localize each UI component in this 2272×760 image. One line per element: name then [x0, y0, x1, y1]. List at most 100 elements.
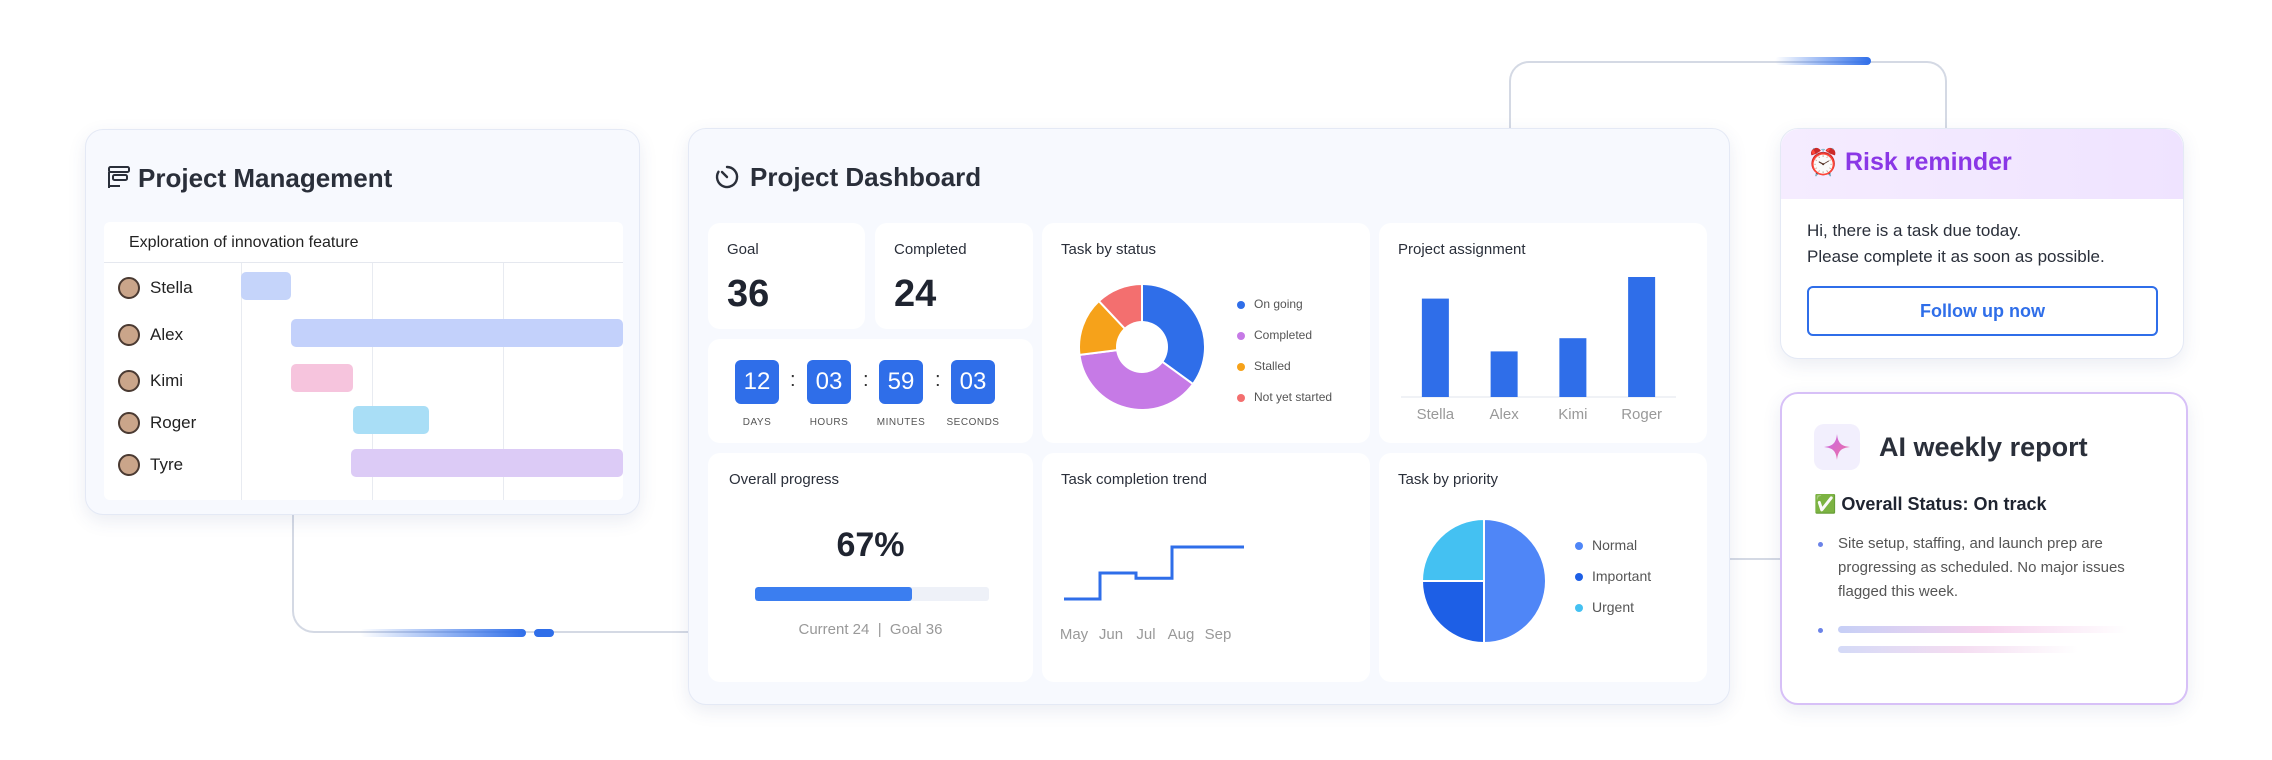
risk-reminder-header — [1781, 129, 2183, 199]
legend-dot — [1575, 604, 1583, 613]
bar — [1559, 338, 1587, 397]
goal-label: Goal — [727, 241, 759, 258]
countdown-separator: : — [863, 369, 869, 391]
legend-label: Completed — [1254, 328, 1313, 342]
project-assignment-tile: Project assignment Stella Alex Kimi Roger — [1379, 223, 1707, 443]
tile-label: Task by status — [1061, 241, 1157, 258]
gantt-row-name: Roger — [150, 413, 197, 432]
legend-item: On going — [1237, 297, 1303, 311]
x-tick-label: Aug — [1168, 626, 1195, 643]
x-tick-label: Stella — [1417, 406, 1455, 423]
ai-weekly-report-card: AI weekly report ✅ Overall Status: On tr… — [1780, 392, 2188, 705]
tile-label: Project assignment — [1398, 241, 1526, 258]
pie-slice — [1483, 518, 1547, 644]
progress-caption: Current 24 | Goal 36 — [798, 621, 943, 638]
risk-reminder-title: Risk reminder — [1845, 148, 2012, 176]
task-by-priority-chart — [1421, 518, 1547, 644]
x-tick-label: Roger — [1621, 406, 1662, 423]
overall-progress-tile: Overall progress 67% Current 24 | Goal 3… — [708, 453, 1033, 682]
legend-label: Urgent — [1592, 599, 1635, 615]
card-title: Project Management — [138, 163, 393, 193]
pie-slice — [1141, 283, 1206, 386]
legend-dot — [1237, 331, 1245, 340]
connector-line-top — [1509, 61, 1947, 128]
legend-label: On going — [1254, 297, 1303, 311]
countdown-separator: : — [790, 369, 796, 391]
legend-label: Normal — [1592, 537, 1638, 553]
progress-track — [755, 587, 989, 601]
avatar — [118, 370, 140, 392]
connector-glow-dot — [534, 629, 554, 637]
legend-label: Stalled — [1254, 359, 1291, 373]
legend-dot — [1575, 542, 1583, 551]
goal-tile: Goal 36 — [708, 223, 865, 329]
connector-glow — [360, 629, 526, 637]
connector-line — [292, 515, 688, 633]
gantt-row-name: Tyre — [150, 455, 184, 474]
bar — [1421, 298, 1449, 397]
ai-report-title: AI weekly report — [1879, 432, 2088, 462]
risk-reminder-line: Hi, there is a task due today. — [1807, 221, 2022, 240]
task-by-status-chart — [1078, 283, 1206, 411]
project-dashboard-card: Project Dashboard Goal 36 Completed 24 1… — [688, 128, 1730, 705]
gantt-header: Exploration of innovation feature — [129, 234, 359, 251]
x-tick-label: Kimi — [1558, 406, 1587, 423]
gantt-bar[interactable] — [351, 449, 623, 477]
legend-dot — [1237, 362, 1245, 371]
task-completion-trend-tile: Task completion trend May Jun Jul Aug Sep — [1042, 453, 1370, 682]
avatar — [118, 324, 140, 346]
countdown-label: DAYS — [742, 417, 772, 428]
gantt-bar[interactable] — [353, 406, 429, 434]
tile-label: Overall progress — [729, 471, 840, 488]
avatar — [118, 454, 140, 476]
gantt-bar[interactable] — [291, 319, 623, 347]
avatar — [118, 277, 140, 299]
completed-label: Completed — [894, 241, 967, 258]
countdown-label: MINUTES — [876, 417, 926, 428]
countdown-tile: 12 DAYS : 03 HOURS : 59 MINUTES : 03 SEC… — [708, 339, 1033, 443]
progress-fill — [755, 587, 912, 601]
gantt-row-name: Alex — [150, 325, 184, 344]
x-tick-label: Alex — [1490, 406, 1520, 423]
legend-item: Stalled — [1237, 359, 1291, 373]
legend-item: Important — [1575, 568, 1651, 584]
sparkle-icon — [1814, 424, 1860, 470]
connector-glow-top — [1775, 57, 1871, 65]
placeholder-line — [1838, 646, 2078, 653]
follow-up-button[interactable]: Follow up now — [1807, 286, 2158, 336]
trend-line — [1064, 545, 1244, 601]
card-title: Project Dashboard — [750, 162, 982, 192]
placeholder-line — [1838, 626, 2128, 633]
x-tick-label: May — [1060, 626, 1089, 643]
completed-value: 24 — [894, 273, 937, 315]
avatar — [118, 412, 140, 434]
gantt-bar[interactable] — [241, 272, 291, 300]
legend-item: Completed — [1237, 328, 1312, 342]
countdown-label: HOURS — [809, 417, 849, 428]
tile-label: Task by priority — [1398, 471, 1499, 488]
countdown-days: 12 — [735, 360, 779, 404]
gantt-gridline — [503, 263, 504, 500]
gantt-bar[interactable] — [291, 364, 353, 392]
legend-item: Not yet started — [1237, 390, 1332, 404]
timer-icon — [715, 165, 739, 189]
bar — [1628, 277, 1656, 397]
project-assignment-chart: Stella Alex Kimi Roger — [1401, 277, 1676, 423]
pie-slice — [1421, 580, 1485, 644]
project-management-card: Project Management Exploration of innova… — [85, 129, 640, 515]
risk-reminder-line: Please complete it as soon as possible. — [1807, 247, 2105, 266]
gantt-icon — [108, 166, 130, 188]
x-tick-label: Jun — [1099, 626, 1123, 643]
pie-slice — [1421, 518, 1485, 582]
task-by-status-tile: Task by status On going Completed Stalled N… — [1042, 223, 1370, 443]
bullet-dot — [1818, 628, 1823, 633]
countdown-seconds: 03 — [951, 360, 995, 404]
countdown-label: SECONDS — [946, 417, 1000, 428]
legend-item: Normal — [1575, 537, 1637, 553]
ai-report-bullet: Site setup, staffing, and launch prep ar… — [1838, 535, 2125, 600]
legend-dot — [1237, 393, 1245, 402]
task-completion-trend-chart: May Jun Jul Aug Sep — [1060, 545, 1244, 643]
legend-dot — [1237, 300, 1245, 309]
gantt-row-name: Kimi — [150, 371, 184, 390]
gantt-gridline — [241, 263, 242, 500]
